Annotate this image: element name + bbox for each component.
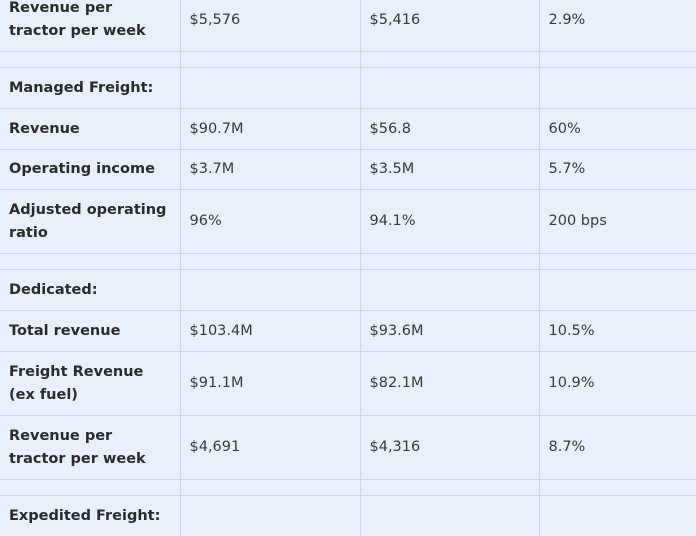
prior-value: $82.1M	[359, 351, 540, 416]
prior-value: $5,416	[359, 0, 540, 52]
table-row: Revenue per tractor per week $4,691 $4,3…	[0, 415, 696, 480]
change-value: 200 bps	[538, 189, 696, 254]
change-value: 10.9%	[538, 351, 696, 416]
row-label: Freight Revenue (ex fuel)	[0, 351, 181, 416]
table-row: Total revenue $103.4M $93.6M 10.5%	[0, 310, 696, 352]
current-value: $91.1M	[179, 351, 361, 416]
current-value: 96%	[179, 189, 361, 254]
section-heading: Managed Freight:	[0, 67, 181, 109]
change-value: 60%	[538, 108, 696, 150]
row-label: Adjusted operating ratio	[0, 189, 181, 254]
prior-value: $3.5M	[359, 149, 540, 190]
section-row: Dedicated:	[0, 269, 696, 311]
change-value: 2.9%	[538, 0, 696, 52]
table-row: Adjusted operating ratio 96% 94.1% 200 b…	[0, 189, 696, 254]
spacer-row	[0, 479, 696, 496]
current-value: $5,576	[179, 0, 361, 52]
row-label: Revenue per tractor per week	[0, 0, 181, 52]
table-row: Revenue per tractor per week $5,576 $5,4…	[0, 0, 696, 52]
change-value: 5.7%	[538, 149, 696, 190]
section-row: Managed Freight:	[0, 67, 696, 109]
current-value: $4,691	[179, 415, 361, 480]
table-row: Operating income $3.7M $3.5M 5.7%	[0, 149, 696, 190]
table-row: Freight Revenue (ex fuel) $91.1M $82.1M …	[0, 351, 696, 416]
table-row: Revenue $90.7M $56.8 60%	[0, 108, 696, 150]
current-value: $3.7M	[179, 149, 361, 190]
spacer-row	[0, 51, 696, 68]
row-label: Revenue	[0, 108, 181, 150]
row-label: Revenue per tractor per week	[0, 415, 181, 480]
row-label: Total revenue	[0, 310, 181, 352]
section-heading: Expedited Freight:	[0, 495, 181, 536]
current-value: $103.4M	[179, 310, 361, 352]
section-row: Expedited Freight:	[0, 495, 696, 536]
prior-value: $4,316	[359, 415, 540, 480]
current-value: $90.7M	[179, 108, 361, 150]
section-heading: Dedicated:	[0, 269, 181, 311]
change-value: 8.7%	[538, 415, 696, 480]
change-value: 10.5%	[538, 310, 696, 352]
prior-value: $56.8	[359, 108, 540, 150]
prior-value: 94.1%	[359, 189, 540, 254]
spacer-row	[0, 253, 696, 270]
row-label: Operating income	[0, 149, 181, 190]
prior-value: $93.6M	[359, 310, 540, 352]
